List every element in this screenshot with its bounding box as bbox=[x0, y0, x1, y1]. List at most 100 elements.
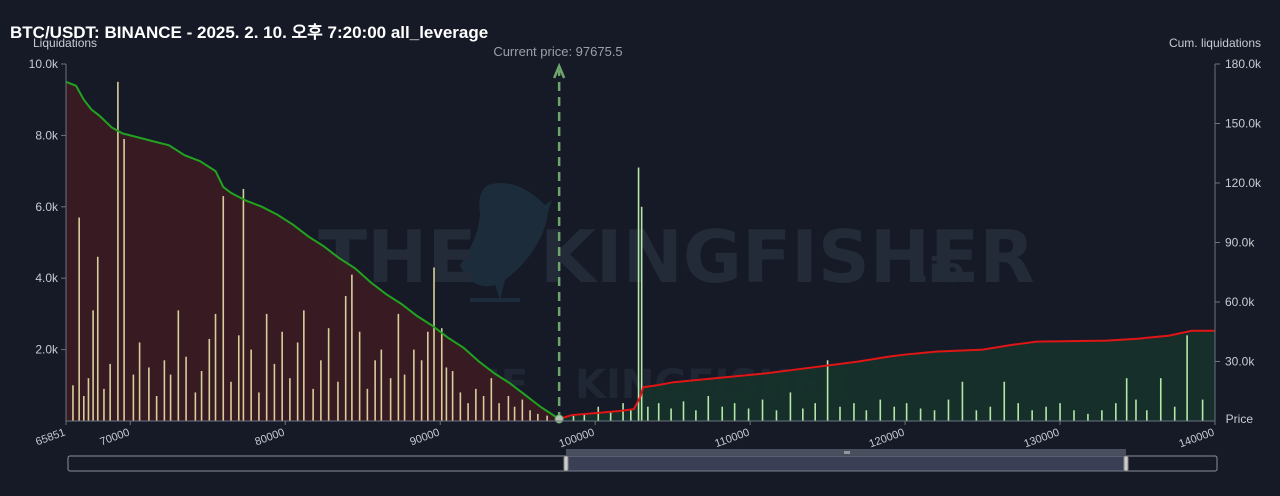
liquidation-bar[interactable] bbox=[78, 217, 80, 421]
liquidation-bar[interactable] bbox=[919, 408, 922, 421]
liquidation-bar[interactable] bbox=[138, 342, 141, 421]
liquidation-bar[interactable] bbox=[109, 363, 111, 421]
liquidation-bar[interactable] bbox=[521, 399, 524, 421]
liquidation-bars[interactable] bbox=[72, 81, 1204, 421]
liquidation-bar[interactable] bbox=[103, 388, 105, 421]
liquidation-bar[interactable] bbox=[242, 188, 245, 421]
liquidation-bar[interactable] bbox=[83, 396, 85, 421]
liquidation-bar[interactable] bbox=[1003, 381, 1006, 421]
liquidation-bar[interactable] bbox=[237, 335, 240, 421]
liquidation-bar[interactable] bbox=[682, 401, 685, 421]
liquidation-bar[interactable] bbox=[230, 381, 232, 421]
liquidation-bar[interactable] bbox=[258, 392, 260, 421]
liquidation-bar[interactable] bbox=[989, 406, 992, 421]
liquidation-bar[interactable] bbox=[337, 381, 339, 421]
liquidation-bar[interactable] bbox=[132, 374, 135, 421]
liquidation-bar[interactable] bbox=[445, 367, 448, 421]
liquidation-bar[interactable] bbox=[1135, 399, 1137, 421]
liquidation-bar[interactable] bbox=[1146, 410, 1148, 421]
liquidation-bar[interactable] bbox=[200, 371, 203, 421]
liquidation-bar[interactable] bbox=[403, 374, 406, 421]
liquidation-bar[interactable] bbox=[250, 349, 252, 421]
liquidation-bar[interactable] bbox=[961, 381, 964, 421]
navigator-scrollbar[interactable] bbox=[566, 449, 1126, 455]
liquidation-bar[interactable] bbox=[905, 403, 908, 421]
liquidation-bar[interactable] bbox=[572, 415, 575, 421]
liquidation-bar[interactable] bbox=[467, 403, 469, 421]
navigator-handle-right[interactable] bbox=[1123, 455, 1129, 472]
liquidation-bar[interactable] bbox=[947, 399, 950, 421]
liquidation-bar[interactable] bbox=[148, 367, 150, 421]
liquidation-bar[interactable] bbox=[1017, 403, 1020, 421]
liquidation-bar[interactable] bbox=[513, 406, 516, 421]
liquidation-bar[interactable] bbox=[490, 378, 493, 421]
liquidation-bar[interactable] bbox=[208, 338, 211, 421]
liquidation-bar[interactable] bbox=[420, 360, 423, 421]
liquidation-bar[interactable] bbox=[529, 410, 531, 421]
liquidation-bar[interactable] bbox=[320, 360, 322, 421]
liquidation-bar[interactable] bbox=[597, 406, 600, 421]
liquidation-bar[interactable] bbox=[1115, 403, 1117, 421]
liquidation-bar[interactable] bbox=[814, 403, 817, 421]
liquidation-bar[interactable] bbox=[123, 138, 125, 421]
liquidation-bar[interactable] bbox=[583, 413, 586, 421]
liquidation-bar[interactable] bbox=[273, 363, 276, 421]
liquidation-bar[interactable] bbox=[433, 267, 435, 421]
liquidation-bar[interactable] bbox=[374, 360, 376, 421]
liquidation-bar[interactable] bbox=[609, 412, 612, 421]
liquidation-bar[interactable] bbox=[1073, 410, 1075, 421]
liquidation-bar[interactable] bbox=[312, 388, 314, 421]
liquidation-bar[interactable] bbox=[933, 410, 936, 421]
short-cum-line[interactable] bbox=[558, 329, 1215, 420]
liquidation-bar[interactable] bbox=[389, 378, 392, 421]
long-cum-line[interactable] bbox=[65, 80, 560, 420]
liquidation-bar[interactable] bbox=[865, 410, 868, 421]
liquidation-bar[interactable] bbox=[117, 81, 119, 421]
liquidation-bar[interactable] bbox=[733, 403, 736, 421]
liquidation-bar[interactable] bbox=[761, 399, 764, 421]
liquidation-bar[interactable] bbox=[380, 349, 383, 421]
liquidation-bar[interactable] bbox=[747, 408, 750, 421]
liquidation-bar[interactable] bbox=[296, 342, 299, 421]
liquidation-bar[interactable] bbox=[214, 313, 217, 421]
liquidation-bar[interactable] bbox=[1186, 335, 1188, 421]
liquidation-bar[interactable] bbox=[222, 196, 225, 421]
liquidation-bar[interactable] bbox=[185, 356, 187, 421]
liquidation-bar[interactable] bbox=[1173, 406, 1176, 421]
liquidation-bar[interactable] bbox=[289, 378, 291, 421]
liquidation-bar[interactable] bbox=[1087, 413, 1089, 421]
liquidation-bar[interactable] bbox=[546, 415, 548, 421]
liquidation-bar[interactable] bbox=[169, 374, 172, 421]
liquidation-bar[interactable] bbox=[427, 331, 429, 421]
liquidation-bar[interactable] bbox=[1159, 378, 1162, 421]
liquidation-bar[interactable] bbox=[72, 385, 74, 421]
liquidation-bar[interactable] bbox=[397, 313, 400, 421]
liquidation-bar[interactable] bbox=[853, 403, 855, 421]
liquidation-bar[interactable] bbox=[537, 413, 539, 421]
liquidation-bar[interactable] bbox=[1125, 378, 1128, 421]
liquidation-bar[interactable] bbox=[695, 410, 697, 421]
liquidation-bar[interactable] bbox=[1031, 410, 1033, 421]
liquidation-bar[interactable] bbox=[637, 167, 640, 421]
grip-icon[interactable] bbox=[844, 451, 850, 454]
liquidation-bar[interactable] bbox=[893, 406, 896, 421]
liquidation-bar[interactable] bbox=[459, 392, 462, 421]
liquidation-bar[interactable] bbox=[826, 360, 829, 421]
liquidation-bar[interactable] bbox=[775, 410, 778, 421]
cumulative-lines[interactable] bbox=[65, 80, 1215, 420]
liquidation-bar[interactable] bbox=[1201, 399, 1204, 421]
liquidation-bar[interactable] bbox=[96, 256, 99, 421]
liquidation-bar[interactable] bbox=[1059, 403, 1061, 421]
liquidation-bar[interactable] bbox=[721, 406, 724, 421]
liquidation-bar[interactable] bbox=[344, 296, 347, 421]
liquidation-bar[interactable] bbox=[413, 349, 415, 421]
liquidation-bar[interactable] bbox=[802, 408, 804, 421]
liquidation-bar[interactable] bbox=[366, 388, 369, 421]
liquidation-bar[interactable] bbox=[87, 378, 90, 421]
liquidation-bar[interactable] bbox=[281, 331, 283, 421]
liquidation-bar[interactable] bbox=[498, 403, 500, 421]
liquidation-bar[interactable] bbox=[358, 331, 361, 421]
liquidation-bar[interactable] bbox=[440, 328, 443, 421]
liquidation-bar[interactable] bbox=[194, 392, 197, 421]
navigator-selection[interactable] bbox=[565, 455, 1127, 472]
